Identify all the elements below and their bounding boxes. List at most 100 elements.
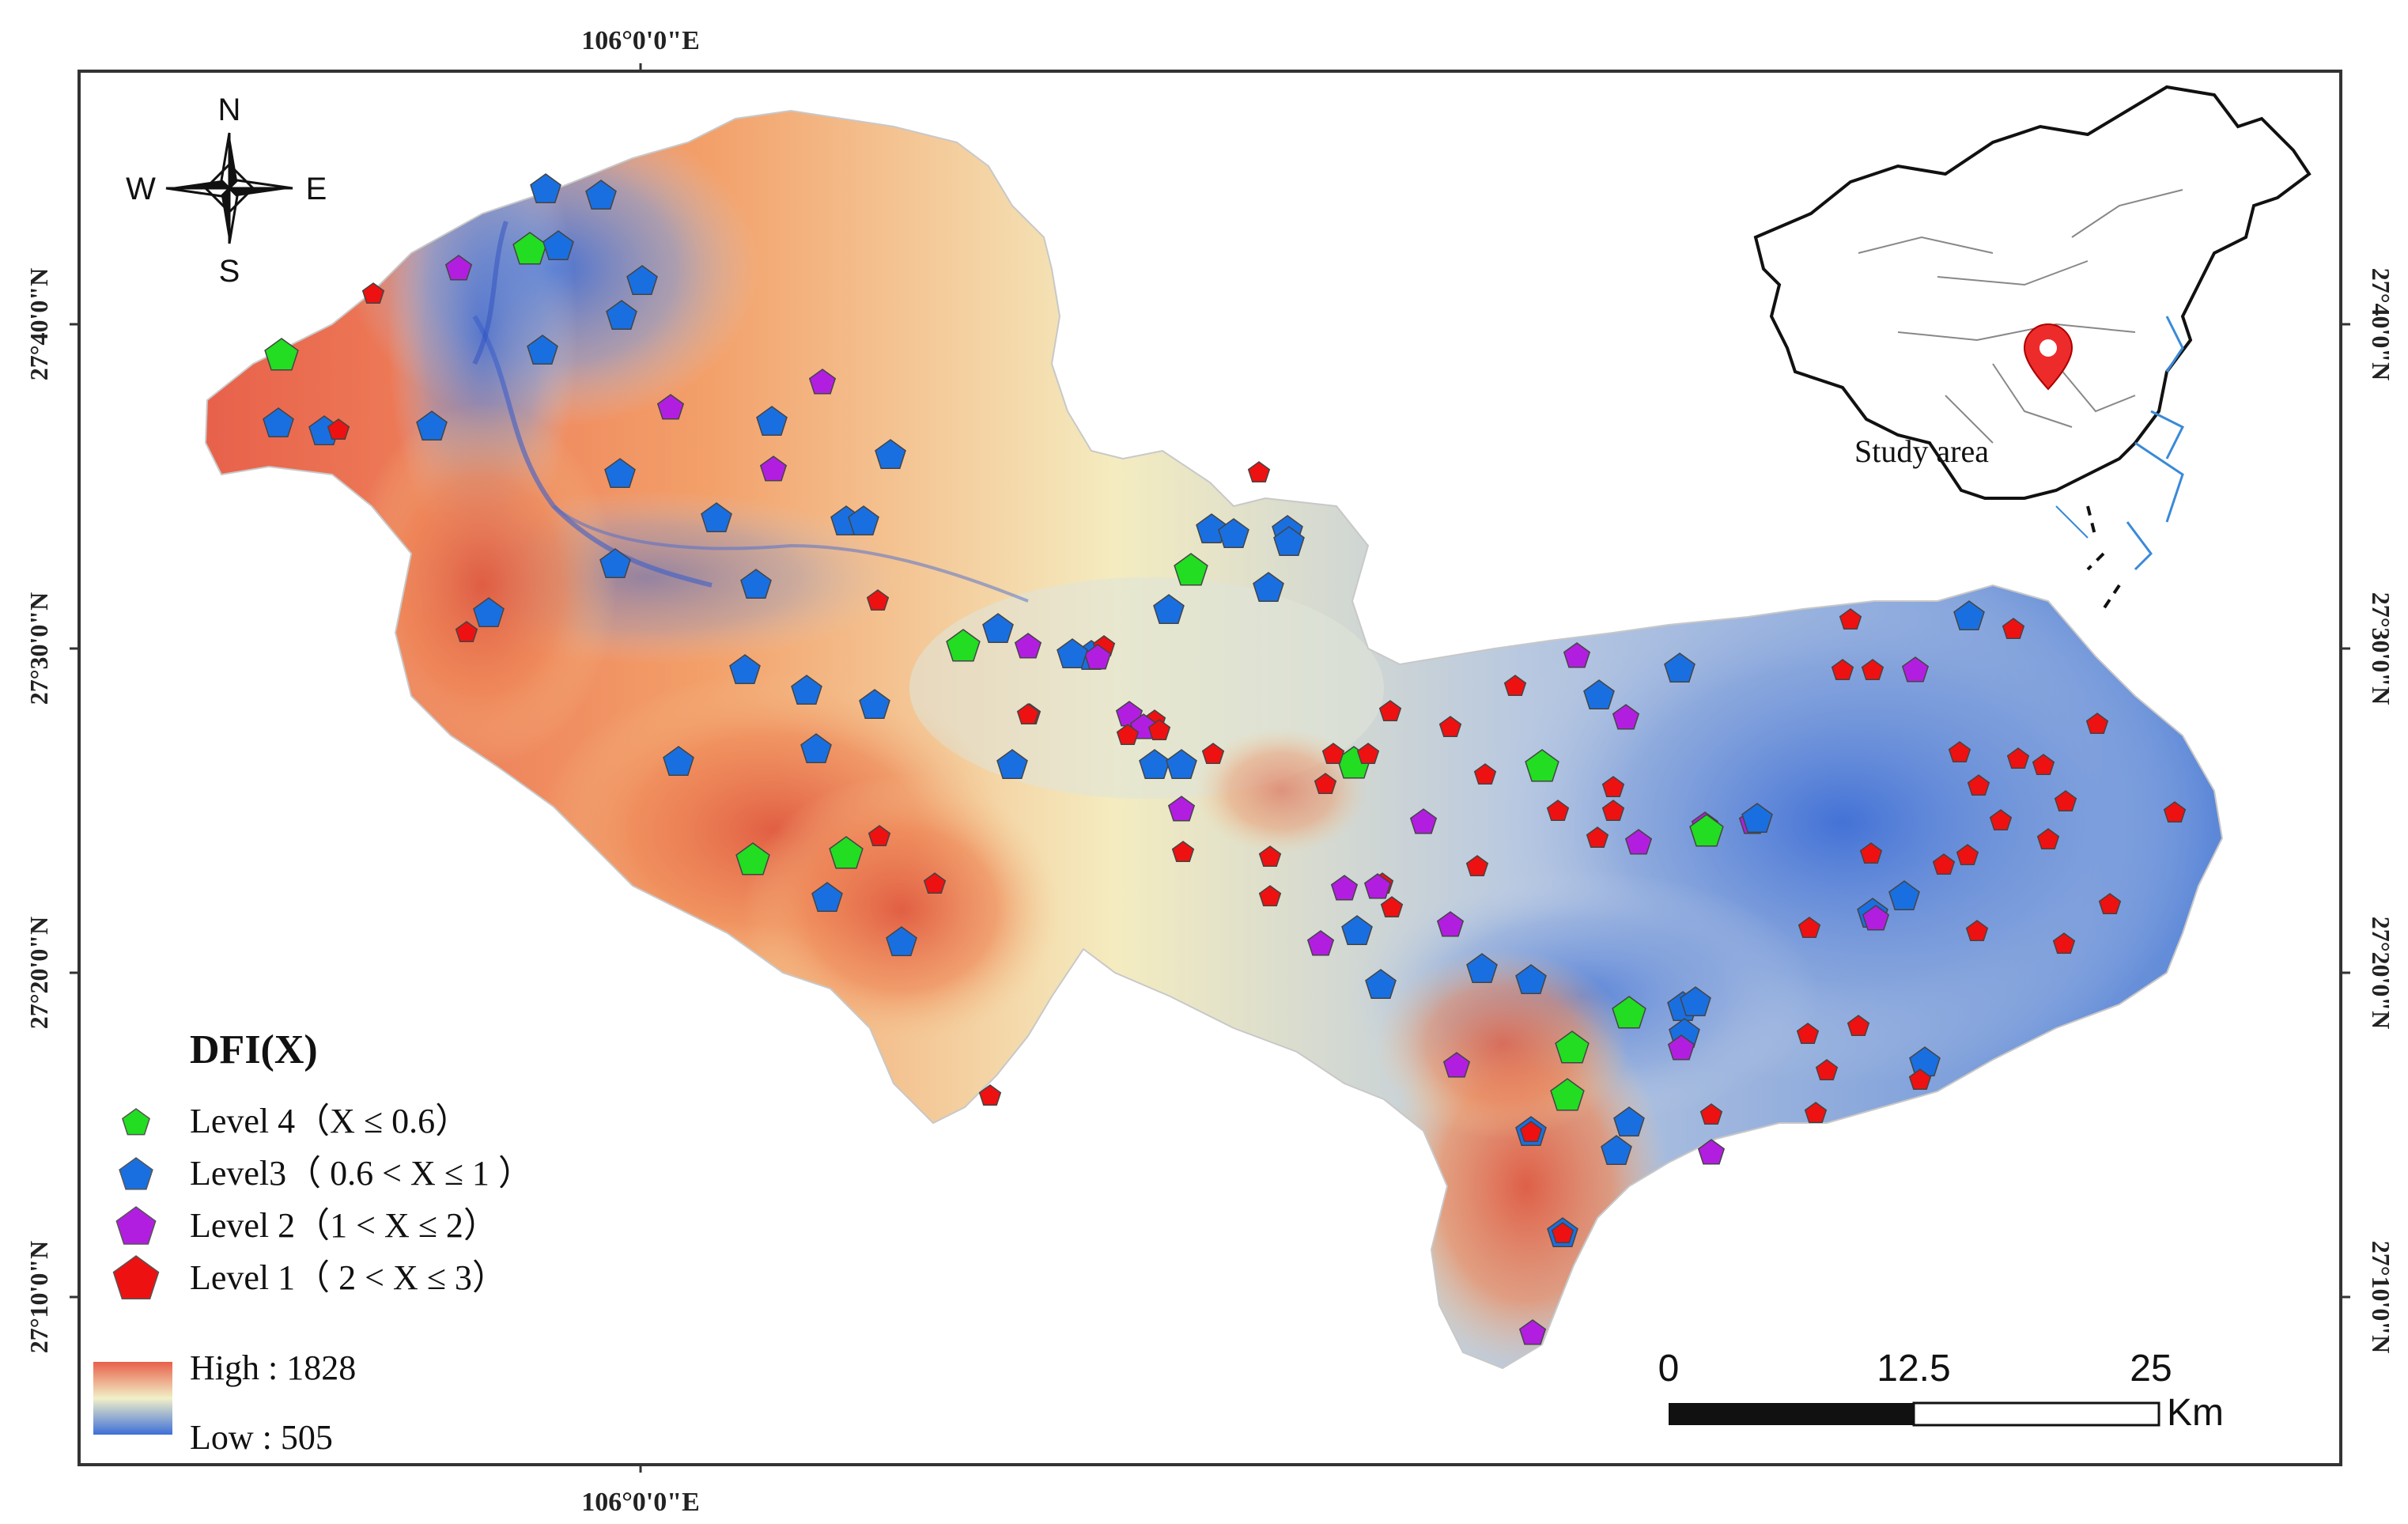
sample-point [735,842,770,875]
legend-label-2: Level3（ 0.6 < X ≤ 1 ） [190,1154,533,1193]
legend-label-3: Level 2（1 < X ≤ 2） [190,1206,498,1245]
sample-point [1378,700,1402,722]
scale-unit: Km [2167,1392,2224,1434]
sample-point [656,394,685,420]
sample-point [1014,633,1042,659]
sample-point [1613,1106,1645,1136]
sample-point [542,230,574,260]
sample-point [982,613,1014,643]
sample-point [1689,814,1724,847]
sample-point [2002,618,2025,640]
sample-point [1196,513,1227,543]
sample-point [1861,659,1884,681]
sample-point [1847,1015,1870,1037]
sample-point [875,439,906,469]
study-area-boundary [204,109,2224,1370]
sample-point [1680,986,1711,1016]
sample-point [701,502,732,532]
sample-point [1551,1222,1574,1244]
sample-point [1612,996,1646,1029]
sample-point [1667,1034,1695,1061]
scale-bar: 0 12.5 25 Km [1658,1348,2224,1434]
compass-rose-icon [165,132,293,244]
sample-point [1218,518,1249,548]
sample-point [1518,1319,1547,1345]
lat-label-right-2: 27°30'0"N [2367,592,2395,705]
sample-point [1815,1059,1839,1081]
sample-point [1306,930,1335,956]
compass-east: E [306,172,327,206]
sample-point [1171,841,1195,863]
sample-point [473,597,505,627]
sample-point [1555,1030,1590,1064]
sample-point [2006,747,2030,770]
sample-point [1989,809,2013,831]
legend-label-4: Level 1（ 2 < X ≤ 3） [190,1258,507,1297]
sample-point [923,872,947,894]
sample-point [2036,828,2060,850]
scale-tick-1: 12.5 [1877,1348,1950,1390]
elevation-colorbar [93,1362,172,1435]
sample-point [1932,853,1956,875]
sample-point [2052,932,2076,955]
sample-point [1965,920,1989,942]
sample-point [1797,917,1821,939]
lon-label-top: 106°0'0"E [581,26,700,55]
sample-point [2032,754,2055,776]
sample-point [866,589,890,611]
sample-point [1174,553,1208,586]
sample-point [1515,964,1547,994]
sample-point [2054,790,2077,812]
sample-point [1664,652,1695,683]
sample-point [1546,800,1570,822]
sample-point [1563,642,1591,668]
sample-point [416,410,448,441]
sample-point [599,548,631,578]
sample-point [606,300,637,330]
sample-point [1473,763,1497,785]
sample-point [1503,675,1527,697]
compass-south: S [219,254,240,289]
elevation-low-label: Low : 505 [190,1418,333,1457]
sample-point [808,369,837,395]
sample-point [729,654,761,684]
sample-point [1601,1135,1632,1165]
sample-point [1831,659,1854,681]
sample-point [604,458,636,488]
inset-label: Study area [1854,433,1989,469]
sample-point [327,418,350,441]
sample-point [1601,776,1625,798]
sample-point [1466,953,1498,983]
compass-north: N [218,93,241,127]
sample-point [829,836,864,869]
legend-marker-2 [119,1157,153,1190]
sample-point [1330,875,1359,901]
sample-point [527,335,558,365]
sample-point [1436,911,1465,937]
sample-point [264,338,299,371]
sample-point [1247,461,1271,483]
lat-label-right-1: 27°40'0"N [2367,268,2395,381]
sample-point [1550,1078,1585,1111]
sample-point [1314,773,1337,795]
sample-point [1624,829,1653,855]
sample-point [1442,1052,1471,1078]
legend-marker-1 [122,1108,150,1136]
sample-point [848,505,879,535]
legend-marker-3 [115,1206,157,1245]
sample-point [1258,845,1282,868]
sample-point [1699,1103,1723,1125]
sample-point [1859,842,1883,864]
sample-point [791,675,822,705]
sample-point [859,689,890,719]
lat-label-left-3: 27°20'0"N [25,917,53,1030]
sample-point [1365,969,1397,999]
sample-point [759,456,788,482]
graticule [70,63,2350,1473]
sample-point [1273,526,1305,556]
sample-point [1948,741,1971,763]
lat-label-left-1: 27°40'0"N [25,268,53,381]
sample-point [663,746,694,776]
sample-point [1519,1121,1543,1143]
legend-title: DFI(X) [190,1027,318,1072]
